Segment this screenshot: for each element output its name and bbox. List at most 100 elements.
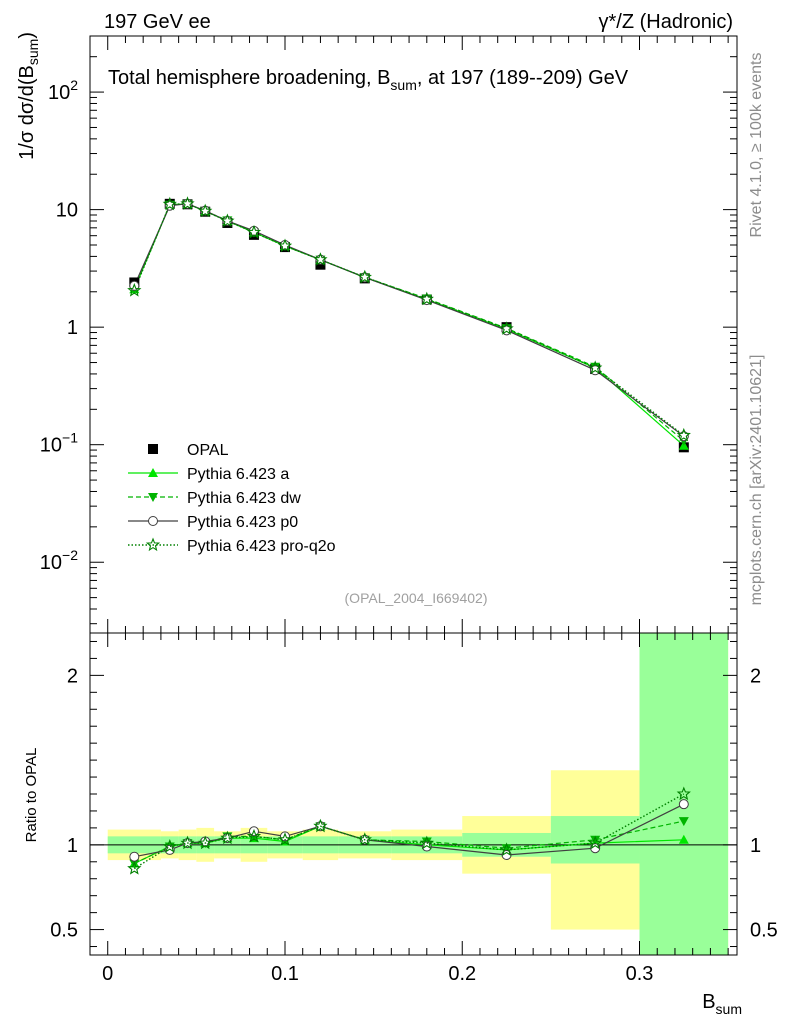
ylabel-tail: ) bbox=[16, 32, 38, 39]
header-right: γ*/Z (Hadronic) bbox=[599, 11, 733, 33]
ratio-point-pro bbox=[676, 786, 691, 801]
ratio-point-pro bbox=[127, 861, 142, 875]
legend-label-a: Pythia 6.423 a bbox=[187, 466, 289, 483]
ratio-point-p0 bbox=[678, 799, 689, 810]
legend-label-pro: Pythia 6.423 pro-q2o bbox=[187, 538, 336, 555]
legend-label-dw: Pythia 6.423 dw bbox=[187, 490, 301, 507]
ratio-point-p0 bbox=[129, 851, 140, 862]
main-y-tick-label: 10 bbox=[56, 200, 78, 222]
ratio-x-tick-label: 0.3 bbox=[626, 963, 654, 985]
series-line-p0 bbox=[133, 203, 685, 437]
ratio-point-dw bbox=[501, 844, 512, 854]
data-point-pro bbox=[357, 269, 372, 284]
main-y-tick-exponent: 2 bbox=[70, 77, 78, 93]
series-dw bbox=[133, 203, 685, 442]
ratio-y-tick-label: 2 bbox=[67, 665, 78, 687]
ratio-point-a bbox=[678, 834, 689, 844]
x-axis-label: Bsum bbox=[702, 991, 742, 1017]
main-y-tick-base: 10 bbox=[40, 435, 62, 457]
legend: OPAL Pythia 6.423 a Pythia 6.423 dw Pythia … bbox=[128, 442, 336, 555]
data-point-pro bbox=[499, 321, 514, 335]
data-point-pro bbox=[676, 427, 691, 442]
main-y-tick-exponent: −1 bbox=[62, 430, 78, 446]
ratio-panel: 0.5 0.5 1 1 2 2 0 0.1 0.2 0.3 Ratio to OPAL Bsum bbox=[23, 632, 778, 1017]
ratio-y-tick-label-right: 1 bbox=[750, 835, 761, 857]
ratio-point-pro bbox=[588, 835, 603, 850]
ratio-point-pro bbox=[198, 835, 213, 850]
ratio-point-dw bbox=[590, 835, 601, 845]
data-point-pro bbox=[198, 203, 213, 218]
ratio-point-p0 bbox=[279, 831, 290, 842]
data-point-pro bbox=[220, 213, 235, 228]
legend-marker-dw bbox=[148, 493, 158, 502]
data-point-pro bbox=[588, 360, 603, 375]
main-y-tick-base: 1 bbox=[67, 317, 78, 339]
legend-label-data: OPAL bbox=[187, 442, 229, 459]
header-left: 197 GeV ee bbox=[104, 11, 211, 33]
ratio-x-tick-label: 0.1 bbox=[271, 963, 299, 985]
ratio-series-pro bbox=[127, 786, 691, 875]
main-y-tick-label: 1 bbox=[67, 317, 78, 339]
main-plot-title: Total hemisphere broadening, Bsum, at 19… bbox=[108, 67, 629, 93]
data-point-pro bbox=[419, 291, 434, 306]
series-a bbox=[133, 203, 685, 447]
data-point-pro bbox=[246, 224, 262, 239]
title-tail: , at 197 (189--209) GeV bbox=[417, 67, 629, 89]
ratio-uncertainty-bands bbox=[107, 633, 729, 955]
ratio-point-pro bbox=[277, 832, 293, 846]
data-point-pro bbox=[277, 238, 293, 253]
series-line-pro bbox=[133, 203, 685, 436]
ratio-point-pro bbox=[419, 835, 434, 850]
data-point-pro bbox=[180, 196, 195, 210]
ratio-series bbox=[127, 786, 691, 875]
markers-a bbox=[129, 198, 689, 450]
series-p0 bbox=[133, 203, 685, 437]
legend-marker-p0 bbox=[148, 516, 158, 526]
ratio-line-pro bbox=[133, 793, 685, 870]
data-point-p0 bbox=[421, 295, 432, 306]
ratio-point-pro bbox=[162, 839, 177, 853]
ratio-point-pro bbox=[499, 842, 514, 857]
main-y-tick-label: 10−2 bbox=[40, 547, 78, 574]
ratio-point-pro bbox=[220, 830, 235, 845]
ratio-point-pro bbox=[357, 832, 372, 846]
markers-dw bbox=[129, 199, 689, 446]
data-point-data bbox=[315, 259, 326, 270]
main-y-tick-base: 10 bbox=[56, 200, 78, 222]
ratio-y-axis-label: Ratio to OPAL bbox=[23, 748, 40, 843]
main-panel: Total hemisphere broadening, Bsum, at 19… bbox=[16, 32, 738, 634]
title-sub: sum bbox=[390, 77, 416, 93]
title-main: Total hemisphere broadening, B bbox=[108, 67, 390, 89]
main-y-tick-exponent: −2 bbox=[62, 547, 78, 563]
series-line-a bbox=[133, 203, 685, 447]
markers-data bbox=[129, 198, 689, 453]
ratio-point-pro bbox=[246, 828, 262, 843]
markers-p0 bbox=[129, 198, 689, 442]
markers-pro bbox=[127, 196, 691, 442]
ylabel-main: 1/σ dσ/d(B bbox=[16, 65, 38, 160]
ratio-point-pro bbox=[180, 835, 195, 850]
xlabel-main: B bbox=[702, 991, 715, 1013]
watermark: (OPAL_2004_I669402) bbox=[345, 590, 488, 606]
xlabel-sub: sum bbox=[716, 1001, 742, 1017]
ratio-y-tick-label-right: 0.5 bbox=[750, 920, 778, 942]
ratio-point-pro bbox=[313, 818, 328, 833]
legend-marker-pro bbox=[145, 537, 161, 552]
ratio-axis-ticks: 0.5 0.5 1 1 2 2 0 0.1 0.2 0.3 bbox=[50, 633, 778, 985]
data-point-pro bbox=[127, 282, 142, 297]
ratio-point-p0 bbox=[501, 850, 512, 861]
main-y-tick-base: 10 bbox=[48, 82, 70, 104]
ratio-y-tick-label-right: 2 bbox=[750, 665, 761, 687]
data-point-pro bbox=[313, 252, 328, 266]
legend-marker-data bbox=[148, 444, 158, 454]
series-pro bbox=[133, 203, 685, 436]
main-y-tick-base: 10 bbox=[40, 552, 62, 574]
main-y-tick-label: 102 bbox=[48, 77, 78, 104]
legend-marker-a bbox=[148, 468, 158, 477]
rivet-label: Rivet 4.1.0, ≥ 100k events bbox=[748, 53, 765, 238]
ylabel-sub: sum bbox=[25, 39, 41, 65]
ratio-x-tick-label: 0 bbox=[102, 963, 113, 985]
data-point-pro bbox=[162, 196, 177, 211]
